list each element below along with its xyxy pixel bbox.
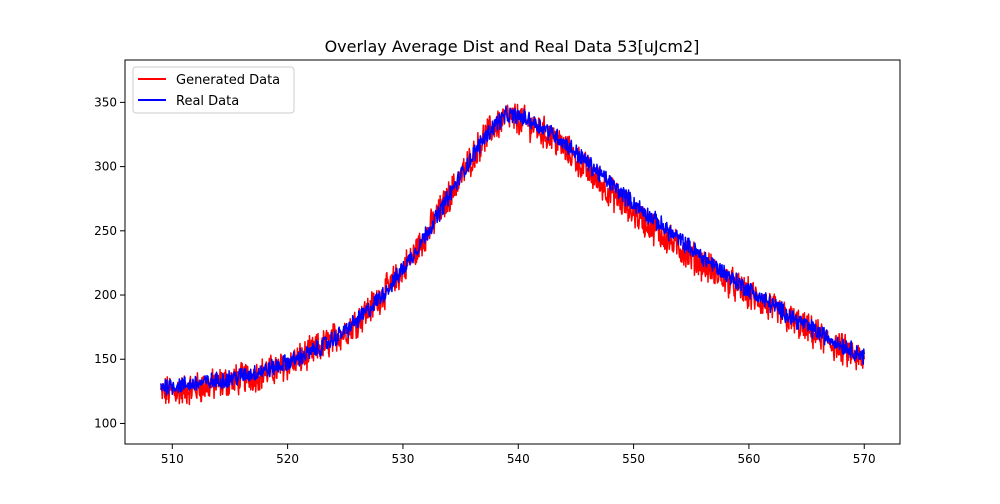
y-tick-label: 350 bbox=[94, 95, 117, 109]
plot-frame bbox=[124, 59, 901, 445]
y-tick-label: 300 bbox=[94, 160, 117, 174]
x-tick-label: 530 bbox=[391, 452, 414, 466]
x-tick-label: 550 bbox=[622, 452, 645, 466]
y-tick-label: 100 bbox=[94, 416, 117, 430]
legend-box bbox=[132, 66, 295, 114]
y-tick-label: 200 bbox=[94, 288, 117, 302]
legend-label: Real Data bbox=[176, 94, 239, 109]
chart-title: Overlay Average Dist and Real Data 53[uJ… bbox=[325, 37, 700, 56]
x-axis: 510 520 530 540 550 560 570 bbox=[161, 444, 876, 466]
x-tick-label: 520 bbox=[276, 452, 299, 466]
x-tick-label: 560 bbox=[737, 452, 760, 466]
x-tick-label: 540 bbox=[507, 452, 530, 466]
legend-label: Generated Data bbox=[176, 73, 280, 88]
y-axis: 100 150 200 250 300 350 bbox=[94, 95, 125, 430]
legend: Generated Data Real Data bbox=[132, 66, 295, 114]
x-tick-label: 510 bbox=[161, 452, 184, 466]
y-tick-label: 150 bbox=[94, 352, 117, 366]
y-tick-label: 250 bbox=[94, 224, 117, 238]
series-line-real-data bbox=[160, 105, 865, 396]
series-layer bbox=[160, 103, 865, 406]
x-tick-label: 570 bbox=[853, 452, 876, 466]
